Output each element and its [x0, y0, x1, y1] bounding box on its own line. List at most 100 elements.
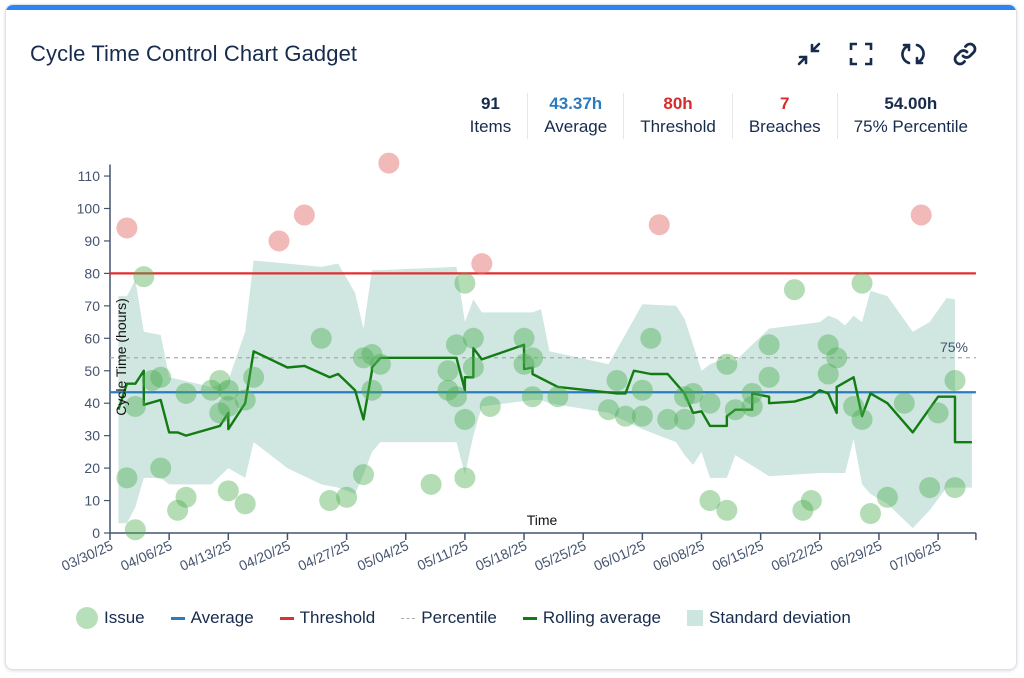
y-tick-label: 10 — [84, 493, 100, 509]
issue-point — [336, 486, 358, 508]
percentile-swatch — [401, 617, 416, 619]
issue-point — [699, 392, 721, 414]
y-tick-label: 0 — [92, 525, 100, 541]
y-tick-label: 100 — [77, 201, 101, 217]
issue-point — [522, 386, 543, 408]
issue-point — [445, 386, 467, 408]
issue-point — [369, 353, 391, 375]
y-tick-label: 80 — [84, 265, 100, 281]
issue-point — [927, 402, 949, 424]
y-tick-label: 70 — [84, 298, 100, 314]
x-tick-label: 07/06/25 — [887, 537, 943, 574]
average-swatch — [170, 616, 185, 620]
legend-threshold[interactable]: Threshold — [279, 608, 375, 628]
breach-point — [471, 253, 493, 275]
issue-point — [758, 366, 780, 388]
stat-value: 54.00h — [884, 94, 938, 113]
issue-point — [674, 408, 696, 430]
x-tick-label: 04/27/25 — [296, 537, 352, 574]
issue-point — [817, 334, 839, 356]
link-icon[interactable] — [950, 39, 980, 69]
legend-issue[interactable]: Issue — [76, 607, 145, 629]
stat-value: 91 — [480, 94, 500, 113]
x-tick-label: 05/04/25 — [355, 537, 411, 574]
x-tick-label: 05/25/25 — [532, 537, 588, 574]
issue-point — [699, 490, 721, 512]
issue-point — [479, 395, 501, 417]
x-tick-label: 06/01/25 — [591, 537, 647, 574]
breach-point — [116, 217, 138, 239]
issue-point — [124, 395, 146, 417]
x-tick-label: 04/13/25 — [177, 537, 233, 574]
issue-point — [817, 363, 839, 385]
issue-swatch — [76, 607, 98, 629]
stat-value: 80h — [663, 94, 693, 113]
issue-point — [234, 389, 256, 411]
x-tick-label: 04/20/25 — [236, 537, 292, 574]
issue-point — [150, 366, 172, 388]
toolbar — [794, 39, 980, 69]
refresh-icon[interactable] — [898, 39, 928, 69]
issue-point — [724, 399, 746, 421]
issue-point — [682, 382, 704, 404]
accent-bar — [6, 5, 1016, 10]
y-tick-label: 50 — [84, 363, 100, 379]
issue-point — [209, 402, 231, 424]
issue-point — [353, 347, 374, 369]
issue-point — [175, 486, 197, 508]
stat-threshold: 80h Threshold — [623, 93, 732, 139]
threshold-swatch — [279, 616, 294, 620]
issue-point — [741, 382, 763, 404]
issue-point — [792, 499, 814, 521]
legend-average[interactable]: Average — [170, 608, 254, 628]
issue-point — [167, 499, 189, 521]
y-tick-label: 40 — [84, 395, 100, 411]
std-deviation-band — [118, 260, 972, 529]
issue-point — [513, 327, 535, 349]
legend-percentile[interactable]: Percentile — [401, 608, 497, 628]
issue-point — [454, 467, 476, 489]
issue-point — [800, 490, 822, 512]
issue-point — [133, 266, 155, 288]
issue-point — [826, 347, 848, 369]
y-tick-label: 90 — [84, 233, 100, 249]
std-deviation-area — [118, 260, 972, 529]
control-chart: 0 10 20 30 40 50 60 70 80 90 100 110 03/30/25 04/06/2… — [59, 152, 977, 574]
issue-point — [783, 279, 805, 301]
issue-point — [716, 499, 738, 521]
legend-label: Standard deviation — [709, 608, 851, 627]
rolling-average — [117, 343, 972, 444]
stat-label: Average — [544, 117, 608, 136]
x-tick-label: 05/11/25 — [415, 537, 471, 573]
issue-point — [462, 357, 484, 379]
issue-point — [513, 353, 535, 375]
legend-rolling-average[interactable]: Rolling average — [522, 608, 661, 628]
fullscreen-icon[interactable] — [846, 39, 876, 69]
x-tick-label: 03/30/25 — [59, 537, 115, 574]
issue-point — [674, 386, 696, 408]
legend-label: Percentile — [421, 608, 497, 627]
issue-point — [919, 477, 941, 499]
gadget-title: Cycle Time Control Chart Gadget — [30, 41, 358, 66]
rolling-average-line — [117, 343, 972, 444]
legend-label: Issue — [104, 608, 145, 627]
x-axis-label: Time — [527, 512, 558, 528]
issue-point — [893, 392, 915, 414]
legend-label: Average — [190, 608, 254, 627]
rolling-swatch — [522, 616, 537, 620]
issue-point — [741, 395, 763, 417]
y-tick-label: 60 — [84, 330, 100, 346]
issue-point — [598, 399, 620, 421]
collapse-icon[interactable] — [794, 39, 824, 69]
stat-label: Items — [469, 117, 512, 136]
y-tick-label: 20 — [84, 460, 100, 476]
stat-breaches: 7 Breaches — [731, 93, 837, 139]
issue-point — [944, 369, 966, 391]
stat-percentile: 54.00h 75% Percentile — [836, 93, 984, 139]
issue-point — [860, 503, 881, 525]
issue-point — [851, 272, 873, 294]
stat-value: 7 — [780, 94, 790, 113]
stat-value: 43.37h — [549, 94, 603, 113]
issue-points — [116, 152, 966, 541]
legend-std-deviation[interactable]: Standard deviation — [687, 608, 851, 628]
